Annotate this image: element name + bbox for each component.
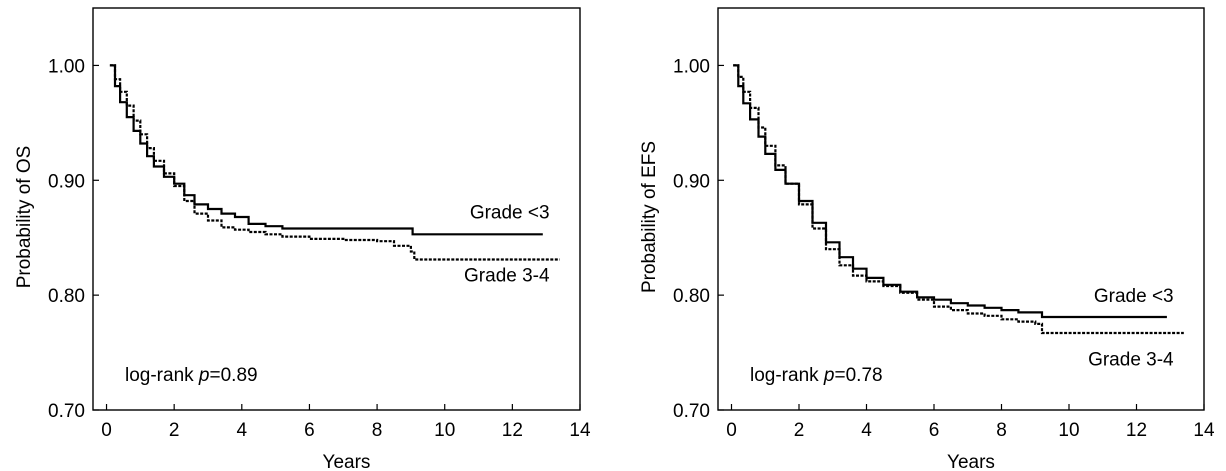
chart-panel-2: 0 2 4 6 8 10 12 14 0.70 0.80 0.90 1.00 Years Probabil…: [639, 7, 1215, 471]
x-tick-label: 12: [1126, 420, 1147, 441]
series-line-grade-3-4: [733, 64, 1184, 335]
x-tick-label: 0: [726, 420, 737, 441]
series-label-grade-3-4: Grade 3-4: [464, 265, 550, 286]
y-tick-label: 0.70: [673, 401, 710, 422]
annotation-p-value: =0.78: [835, 365, 883, 386]
series-label-grade-3-4: Grade 3-4: [1088, 349, 1174, 370]
plot-frame: [92, 7, 581, 411]
x-tick-label: 4: [237, 420, 248, 441]
log-rank-annotation: log-rank p=0.89: [125, 365, 258, 386]
annotation-p-symbol: p: [823, 365, 835, 386]
annotation-p-symbol: p: [198, 365, 210, 386]
x-tick-label: 6: [929, 420, 940, 441]
annotation-prefix: log-rank: [125, 365, 199, 386]
y-tick-label: 0.90: [48, 171, 85, 192]
annotation-p-value: =0.89: [210, 365, 258, 386]
x-tick-label: 2: [794, 420, 805, 441]
x-tick-label: 6: [304, 420, 315, 441]
y-tick-label: 0.90: [673, 171, 710, 192]
y-tick-label: 0.70: [48, 401, 85, 422]
x-axis-title: Years: [947, 452, 995, 471]
x-tick-label: 12: [502, 420, 523, 441]
x-tick-label: 10: [434, 420, 455, 441]
x-tick-label: 14: [1193, 420, 1215, 441]
y-tick-label: 0.80: [48, 286, 85, 307]
y-axis-title: Probability of EFS: [639, 141, 660, 293]
x-tick-label: 0: [101, 420, 112, 441]
y-tick-label: 1.00: [48, 56, 85, 77]
plot-frame: [717, 7, 1205, 411]
y-tick-label: 0.80: [673, 286, 710, 307]
series-line-grade-lt3: [733, 64, 1167, 319]
annotation-prefix: log-rank: [750, 365, 824, 386]
x-tick-label: 2: [169, 420, 180, 441]
x-axis-title: Years: [323, 452, 371, 471]
x-tick-label: 8: [372, 420, 383, 441]
series-label-grade-lt3: Grade <3: [470, 202, 550, 223]
x-tick-label: 4: [861, 420, 872, 441]
x-tick-label: 8: [996, 420, 1007, 441]
y-axis-title: Probability of OS: [14, 146, 35, 289]
x-tick-label: 10: [1058, 420, 1079, 441]
log-rank-annotation: log-rank p=0.78: [750, 365, 883, 386]
chart-panel-1: 0 2 4 6 8 10 12 14 0.70 0.80 0.90 1.00 Years Probabil…: [14, 7, 591, 471]
series-label-grade-lt3: Grade <3: [1094, 286, 1174, 307]
series-line-grade-3-4: [109, 64, 560, 261]
x-tick-label: 14: [569, 420, 591, 441]
y-tick-label: 1.00: [673, 56, 710, 77]
